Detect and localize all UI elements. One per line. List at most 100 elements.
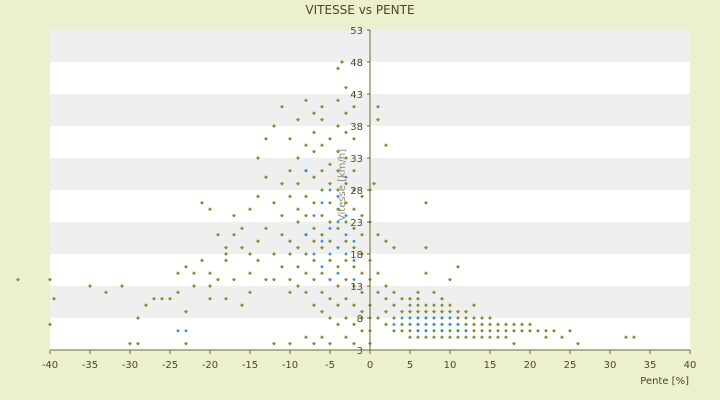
scatter-point <box>456 316 460 320</box>
scatter-point <box>512 328 516 333</box>
scatter-point <box>336 284 340 288</box>
y-tick-label: 28 <box>350 186 363 197</box>
scatter-point <box>496 335 500 340</box>
scatter-point <box>376 104 380 109</box>
scatter-point <box>344 232 348 237</box>
scatter-point <box>312 111 316 116</box>
scatter-point <box>328 296 332 301</box>
scatter-point <box>416 309 420 314</box>
scatter-point <box>320 264 324 269</box>
scatter-point <box>104 290 108 295</box>
scatter-point <box>352 258 356 263</box>
scatter-point <box>400 316 404 320</box>
scatter-point <box>528 322 532 327</box>
scatter-point <box>440 309 444 314</box>
scatter-point <box>344 181 348 186</box>
scatter-point <box>344 258 348 263</box>
scatter-point <box>568 328 572 333</box>
x-tick-label: -35 <box>82 360 98 371</box>
scatter-point <box>280 264 284 269</box>
scatter-point <box>192 284 196 288</box>
scatter-point <box>312 277 316 282</box>
scatter-point <box>264 277 268 282</box>
scatter-point <box>408 328 412 333</box>
scatter-point <box>312 341 316 346</box>
scatter-point <box>168 296 172 301</box>
scatter-point <box>544 335 548 340</box>
scatter-point <box>416 296 420 301</box>
scatter-point <box>128 341 132 346</box>
scatter-point <box>344 175 348 180</box>
scatter-point <box>328 220 332 224</box>
scatter-point <box>448 303 452 308</box>
scatter-point <box>304 143 308 148</box>
scatter-point <box>400 296 404 301</box>
x-tick-label: -25 <box>162 360 178 371</box>
scatter-point <box>360 194 364 199</box>
scatter-point <box>312 149 316 154</box>
scatter-point <box>632 335 636 340</box>
scatter-point <box>304 98 308 103</box>
scatter-point <box>328 226 332 231</box>
scatter-point <box>184 341 188 346</box>
scatter-point <box>352 239 356 244</box>
scatter-point <box>384 322 388 327</box>
scatter-point <box>416 316 420 320</box>
scatter-point <box>552 328 556 333</box>
scatter-point <box>336 66 340 71</box>
scatter-point <box>464 335 468 340</box>
scatter-point <box>184 309 188 314</box>
y-tick-label: 13 <box>350 282 363 293</box>
scatter-point <box>344 239 348 244</box>
y-axis-label: Vitesse [km/h] <box>337 149 348 221</box>
scatter-point <box>440 296 444 301</box>
scatter-point <box>272 200 276 205</box>
scatter-point <box>288 239 292 244</box>
scatter-point <box>336 245 340 250</box>
scatter-point <box>304 290 308 295</box>
x-tick-label: 10 <box>444 360 457 371</box>
scatter-point <box>472 303 476 308</box>
scatter-point <box>328 258 332 263</box>
scatter-point <box>336 124 340 128</box>
y-tick-label: 38 <box>350 122 363 133</box>
x-tick-label: -10 <box>282 360 298 371</box>
scatter-point <box>288 136 292 141</box>
scatter-point <box>536 328 540 333</box>
scatter-point <box>328 181 332 186</box>
scatter-point <box>208 207 212 212</box>
scatter-point <box>304 252 308 256</box>
scatter-point <box>312 226 316 231</box>
scatter-point <box>272 252 276 256</box>
x-tick-label: -40 <box>42 360 58 371</box>
scatter-point <box>480 322 484 327</box>
scatter-point <box>144 303 148 308</box>
scatter-point <box>504 328 508 333</box>
scatter-point <box>352 264 356 269</box>
scatter-point <box>320 239 324 244</box>
scatter-point <box>296 117 300 122</box>
scatter-point <box>240 226 244 231</box>
x-tick-label: -30 <box>122 360 138 371</box>
scatter-point <box>400 309 404 314</box>
scatter-point <box>232 277 236 282</box>
scatter-point <box>272 124 276 128</box>
scatter-point <box>176 328 180 333</box>
scatter-point <box>424 335 428 340</box>
scatter-point <box>312 303 316 308</box>
scatter-point <box>576 341 580 346</box>
scatter-point <box>352 245 356 250</box>
scatter-point <box>328 239 332 244</box>
scatter-point <box>512 322 516 327</box>
scatter-point <box>328 341 332 346</box>
scatter-point <box>352 168 356 173</box>
scatter-point <box>472 335 476 340</box>
scatter-point <box>304 335 308 340</box>
scatter-point <box>312 252 316 256</box>
scatter-point <box>372 181 376 186</box>
scatter-point <box>208 296 212 301</box>
scatter-point <box>472 316 476 320</box>
scatter-point <box>304 271 308 276</box>
scatter-point <box>208 271 212 276</box>
